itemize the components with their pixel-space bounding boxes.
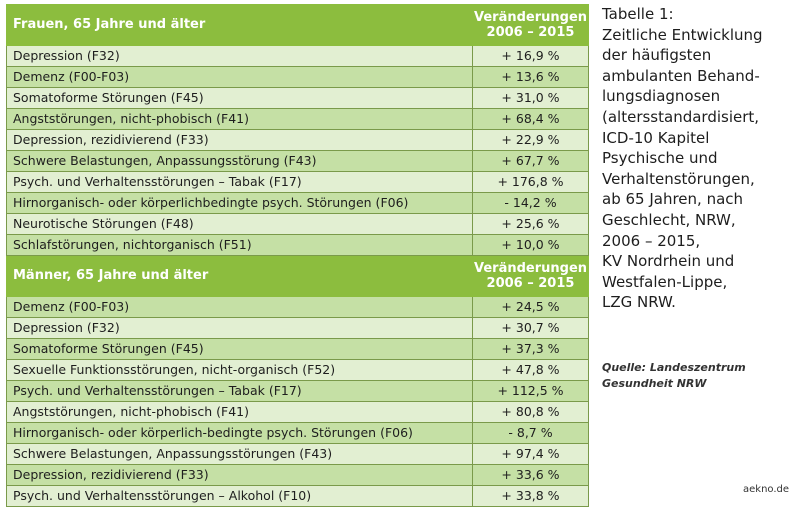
caption-line: (altersstandardisiert, — [602, 107, 760, 126]
diagnosis-label: Psych. und Verhaltensstörungen – Tabak (… — [6, 380, 473, 402]
caption-line: LZG NRW. — [602, 293, 676, 312]
diagnosis-label: Neurotische Störungen (F48) — [6, 213, 473, 235]
diagnosis-label: Demenz (F00-F03) — [6, 66, 473, 88]
change-value: + 16,9 % — [472, 45, 589, 67]
diagnosis-table-body: Frauen, 65 Jahre und älter Veränderungen 2… — [6, 4, 589, 507]
diagnosis-label: Angststörungen, nicht-phobisch (F41) — [6, 108, 473, 130]
change-value: + 24,5 % — [472, 296, 589, 318]
diagnosis-label: Depression (F32) — [6, 317, 473, 339]
table-row: Depression (F32) + 16,9 % — [6, 45, 589, 67]
table-caption: Tabelle 1: Zeitliche Entwicklung der häufi… — [602, 4, 798, 313]
section-header: Frauen, 65 Jahre und älter Veränderungen 2… — [6, 4, 589, 46]
diagnosis-label: Somatoforme Störungen (F45) — [6, 87, 473, 109]
caption-line: Zeitliche Entwicklung — [602, 25, 763, 44]
change-value: - 8,7 % — [472, 422, 589, 444]
table-row: Depression, rezidivierend (F33) + 33,6 % — [6, 464, 589, 486]
table-row: Demenz (F00-F03) + 13,6 % — [6, 66, 589, 88]
change-value: + 33,8 % — [472, 485, 589, 507]
table-row: Schwere Belastungen, Anpassungsstörungen… — [6, 443, 589, 465]
table-row: Somatoforme Störungen (F45) + 31,0 % — [6, 87, 589, 109]
table-row: Psych. und Verhaltensstörungen – Tabak (… — [6, 380, 589, 402]
caption-line: 2006 – 2015, — [602, 231, 701, 250]
caption-line: Geschlecht, NRW, — [602, 210, 736, 229]
change-value: + 37,3 % — [472, 338, 589, 360]
source-line: Gesundheit NRW — [602, 377, 707, 390]
diagnosis-label: Demenz (F00-F03) — [6, 296, 473, 318]
source-note: Quelle: Landeszentrum Gesundheit NRW — [602, 360, 792, 392]
change-value: + 97,4 % — [472, 443, 589, 465]
value-header-line: Veränderungen — [473, 261, 588, 276]
table-row: Psych. und Verhaltensstörungen – Alkohol… — [6, 485, 589, 507]
table-row: Depression, rezidivierend (F33) + 22,9 % — [6, 129, 589, 151]
diagnosis-label: Somatoforme Störungen (F45) — [6, 338, 473, 360]
caption-line: der häufigsten — [602, 46, 712, 65]
diagnosis-label: Depression, rezidivierend (F33) — [6, 129, 473, 151]
table-row: Depression (F32) + 30,7 % — [6, 317, 589, 339]
table-row: Hirnorganisch- oder körperlich-bedingte … — [6, 422, 589, 444]
caption-line: Verhaltenstörungen, — [602, 169, 755, 188]
diagnosis-label: Sexuelle Funktionsstörungen, nicht-organ… — [6, 359, 473, 381]
caption-line: ab 65 Jahren, nach — [602, 190, 744, 209]
change-value: + 22,9 % — [472, 129, 589, 151]
table-row: Schwere Belastungen, Anpassungsstörung (… — [6, 150, 589, 172]
table-row: Hirnorganisch- oder körperlichbedingte p… — [6, 192, 589, 214]
caption-line: ICD-10 Kapitel — [602, 128, 710, 147]
caption-line: lungsdiagnosen — [602, 87, 721, 106]
change-value: + 47,8 % — [472, 359, 589, 381]
section-title: Männer, 65 Jahre und älter — [6, 255, 473, 297]
table-row: Angststörungen, nicht-phobisch (F41) + 68… — [6, 108, 589, 130]
caption-line: Psychische und — [602, 149, 718, 168]
section-title: Frauen, 65 Jahre und älter — [6, 4, 473, 46]
value-column-header: Veränderungen 2006 – 2015 — [472, 255, 589, 297]
change-value: + 112,5 % — [472, 380, 589, 402]
diagnosis-label: Psych. und Verhaltensstörungen – Alkohol… — [6, 485, 473, 507]
change-value: + 30,7 % — [472, 317, 589, 339]
table-row: Sexuelle Funktionsstörungen, nicht-organ… — [6, 359, 589, 381]
change-value: + 80,8 % — [472, 401, 589, 423]
caption-line: Tabelle 1: — [602, 5, 674, 23]
value-header-line: 2006 – 2015 — [486, 25, 575, 40]
change-value: - 14,2 % — [472, 192, 589, 214]
diagnosis-label: Depression, rezidivierend (F33) — [6, 464, 473, 486]
change-value: + 25,6 % — [472, 213, 589, 235]
table-row: Neurotische Störungen (F48) + 25,6 % — [6, 213, 589, 235]
diagnosis-table: Frauen, 65 Jahre und älter Veränderungen 2… — [6, 4, 589, 507]
diagnosis-label: Schwere Belastungen, Anpassungsstörungen… — [6, 443, 473, 465]
diagnosis-label: Angststörungen, nicht-phobisch (F41) — [6, 401, 473, 423]
table-row: Somatoforme Störungen (F45) + 37,3 % — [6, 338, 589, 360]
source-line: Quelle: Landeszentrum — [602, 361, 746, 374]
caption-line: Westfalen-Lippe, — [602, 272, 728, 291]
value-header-line: 2006 – 2015 — [486, 276, 575, 291]
caption-line: KV Nordrhein und — [602, 252, 735, 271]
value-column-header: Veränderungen 2006 – 2015 — [472, 4, 589, 46]
diagnosis-label: Psych. und Verhaltensstörungen – Tabak (… — [6, 171, 473, 193]
table-row: Demenz (F00-F03) + 24,5 % — [6, 296, 589, 318]
change-value: + 68,4 % — [472, 108, 589, 130]
change-value: + 13,6 % — [472, 66, 589, 88]
section-header: Männer, 65 Jahre und älter Veränderungen 2… — [6, 255, 589, 297]
change-value: + 31,0 % — [472, 87, 589, 109]
diagnosis-label: Hirnorganisch- oder körperlichbedingte p… — [6, 192, 473, 214]
table-row: Angststörungen, nicht-phobisch (F41) + 80… — [6, 401, 589, 423]
diagnosis-label: Depression (F32) — [6, 45, 473, 67]
diagnosis-label: Hirnorganisch- oder körperlich-bedingte … — [6, 422, 473, 444]
diagnosis-label: Schwere Belastungen, Anpassungsstörung (… — [6, 150, 473, 172]
site-credit: aekno.de — [743, 484, 790, 495]
caption-line: ambulanten Behand- — [602, 66, 760, 85]
change-value: + 67,7 % — [472, 150, 589, 172]
value-header-line: Veränderungen — [473, 10, 588, 25]
table-row: Psych. und Verhaltensstörungen – Tabak (… — [6, 171, 589, 193]
change-value: + 176,8 % — [472, 171, 589, 193]
change-value: + 10,0 % — [472, 234, 589, 256]
diagnosis-label: Schlafstörungen, nichtorganisch (F51) — [6, 234, 473, 256]
change-value: + 33,6 % — [472, 464, 589, 486]
table-row: Schlafstörungen, nichtorganisch (F51) + 1… — [6, 234, 589, 256]
